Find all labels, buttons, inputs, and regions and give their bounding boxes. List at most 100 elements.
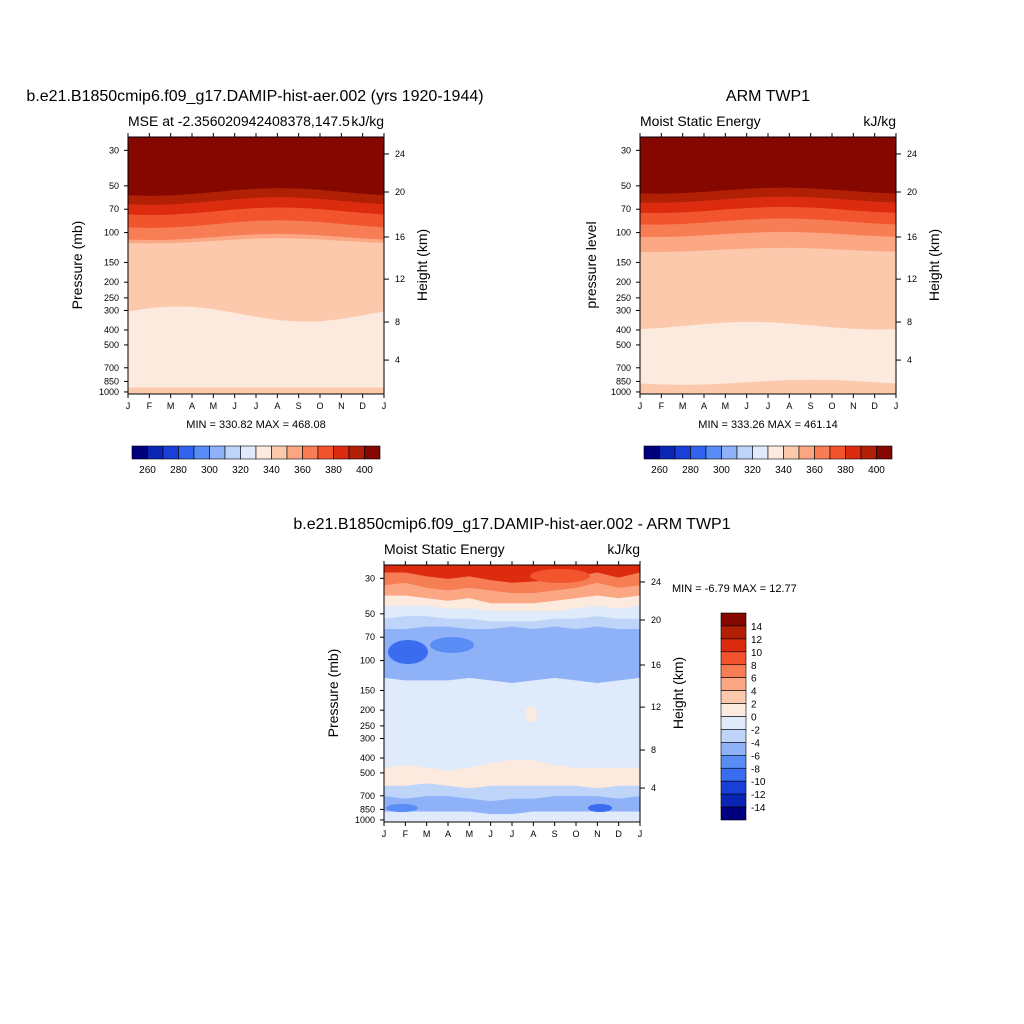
- colorbar-label: 400: [356, 465, 373, 476]
- x-tick-label: J: [382, 829, 387, 839]
- colorbar-box: [720, 716, 747, 730]
- colorbar-box: [162, 445, 179, 460]
- colorbar-box: [209, 445, 226, 460]
- y-tick-label: 300: [104, 305, 119, 315]
- x-tick-label: M: [167, 401, 175, 411]
- colorbar-label: -14: [751, 803, 766, 814]
- x-tick-label: J: [488, 829, 493, 839]
- colorbar-box: [814, 445, 831, 460]
- panel1-subtitle-left: MSE at -2.356020942408378,147.5: [128, 113, 350, 129]
- x-tick-label: F: [659, 401, 665, 411]
- y-tick-label: 50: [365, 609, 375, 619]
- colorbar-box: [720, 729, 747, 743]
- y-tick-label: 150: [104, 257, 119, 267]
- panel3-subtitle-left: Moist Static Energy: [384, 541, 505, 557]
- x-tick-label: A: [445, 829, 451, 839]
- y-right-tick-label: 24: [395, 149, 405, 159]
- x-tick-label: S: [552, 829, 558, 839]
- colorbar-label: 320: [232, 465, 249, 476]
- x-tick-label: N: [338, 401, 345, 411]
- y-tick-label: 850: [360, 804, 375, 814]
- panel2-contour-fill: [639, 136, 897, 395]
- colorbar-box: [720, 742, 747, 756]
- y-right-tick-label: 24: [907, 149, 917, 159]
- y-tick-label: 70: [365, 632, 375, 642]
- colorbar-label: 8: [751, 661, 757, 672]
- colorbar-box: [720, 767, 747, 782]
- contour-blob-top: [530, 569, 590, 583]
- y-tick-label: 200: [104, 277, 119, 287]
- y-tick-label: 30: [621, 145, 631, 155]
- panel-difference: b.e21.B1850cmip6.f09_g17.DAMIP-hist-aer.…: [293, 516, 796, 839]
- y-tick-label: 100: [360, 656, 375, 666]
- y-tick-label: 500: [616, 340, 631, 350]
- x-tick-label: J: [766, 401, 771, 411]
- colorbar-box: [224, 445, 241, 460]
- y-tick-label: 250: [616, 293, 631, 303]
- x-tick-label: M: [466, 829, 474, 839]
- contour-blob-low2: [430, 637, 474, 653]
- y-right-tick-label: 8: [907, 317, 912, 327]
- colorbar-label: -10: [751, 777, 766, 788]
- colorbar-label: 6: [751, 674, 757, 685]
- y-tick-label: 400: [616, 325, 631, 335]
- x-tick-label: N: [850, 401, 857, 411]
- contour-band-0: [127, 136, 385, 197]
- y-tick-label: 100: [104, 228, 119, 238]
- y-tick-label: 500: [360, 768, 375, 778]
- y-tick-label: 850: [616, 376, 631, 386]
- y-tick-label: 400: [104, 325, 119, 335]
- x-tick-label: J: [510, 829, 515, 839]
- y-tick-label: 1000: [99, 387, 119, 397]
- y-tick-label: 50: [621, 181, 631, 191]
- y-tick-label: 250: [104, 293, 119, 303]
- y-tick-label: 400: [360, 753, 375, 763]
- contour-blob-sfc: [386, 804, 418, 812]
- panel1-subtitle-right: kJ/kg: [351, 113, 384, 129]
- x-tick-label: N: [594, 829, 601, 839]
- colorbar-box: [720, 703, 747, 717]
- colorbar-label: 10: [751, 648, 763, 659]
- colorbar-box: [721, 445, 738, 460]
- colorbar-box: [720, 793, 747, 808]
- x-tick-label: D: [359, 401, 366, 411]
- colorbar-box: [845, 445, 862, 460]
- contour-band-6: [639, 247, 897, 330]
- y-right-tick-label: 12: [651, 702, 661, 712]
- x-tick-label: F: [147, 401, 153, 411]
- x-tick-label: O: [572, 829, 579, 839]
- panel1-ylabel-right: Height (km): [414, 229, 430, 301]
- panel2-stats: MIN = 333.26 MAX = 461.14: [698, 419, 837, 431]
- x-tick-label: J: [744, 401, 749, 411]
- colorbar-label: 320: [744, 465, 761, 476]
- colorbar-box: [302, 445, 319, 460]
- colorbar-box: [643, 445, 660, 460]
- colorbar-label: 400: [868, 465, 885, 476]
- colorbar-box: [286, 445, 303, 460]
- x-tick-label: J: [126, 401, 131, 411]
- colorbar-label: 380: [837, 465, 854, 476]
- colorbar-box: [147, 445, 164, 460]
- x-tick-label: O: [316, 401, 323, 411]
- y-tick-label: 30: [365, 573, 375, 583]
- colorbar-box: [333, 445, 350, 460]
- contour-band-8: [127, 387, 385, 395]
- panel3-ylabel: Pressure (mb): [325, 649, 341, 738]
- contour-band-7: [127, 306, 385, 388]
- panel2-colorbar: 260 280 300 320 340 360 380 400: [643, 445, 893, 476]
- colorbar-label: 280: [170, 465, 187, 476]
- y-right-tick-label: 8: [395, 317, 400, 327]
- y-right-tick-label: 4: [907, 355, 912, 365]
- y-tick-label: 150: [360, 685, 375, 695]
- contour-band-7: [639, 321, 897, 386]
- colorbar-label: 260: [651, 465, 668, 476]
- colorbar-label: 4: [751, 687, 757, 698]
- colorbar-label: 340: [775, 465, 792, 476]
- y-right-tick-label: 8: [651, 745, 656, 755]
- y-right-tick-label: 12: [907, 274, 917, 284]
- y-tick-label: 700: [616, 363, 631, 373]
- y-tick-label: 700: [104, 363, 119, 373]
- colorbar-box: [720, 780, 747, 795]
- y-tick-label: 500: [104, 340, 119, 350]
